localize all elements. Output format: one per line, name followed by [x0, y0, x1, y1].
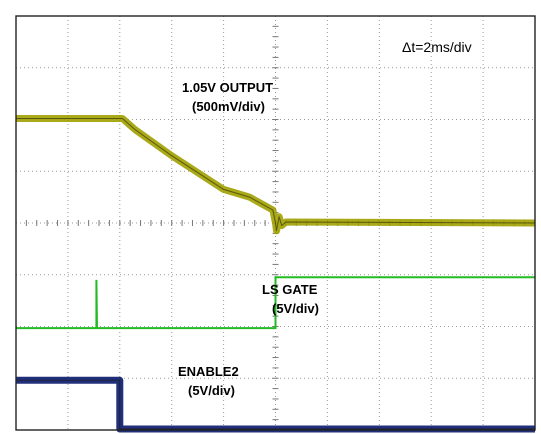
label-enable2-name: ENABLE2 — [178, 364, 239, 379]
trace-ls-gate — [16, 276, 535, 330]
trace-enable2-core — [16, 379, 535, 430]
timebase-label: Δt=2ms/div — [402, 39, 472, 55]
label-ls-gate-scale: (5V/div) — [272, 301, 319, 316]
traces — [16, 115, 536, 433]
trace-1-05v-output-core — [16, 118, 536, 232]
label-enable2-scale: (5V/div) — [188, 383, 235, 398]
grid — [15, 15, 536, 431]
label-1-05v-output-scale: (500mV/div) — [192, 99, 265, 114]
label-ls-gate-name: LS GATE — [262, 282, 318, 297]
trace-labels: 1.05V OUTPUT (500mV/div) LS GATE (5V/div) EN… — [178, 80, 319, 398]
plot-frame — [15, 15, 536, 431]
label-1-05v-output-name: 1.05V OUTPUT — [182, 80, 273, 95]
